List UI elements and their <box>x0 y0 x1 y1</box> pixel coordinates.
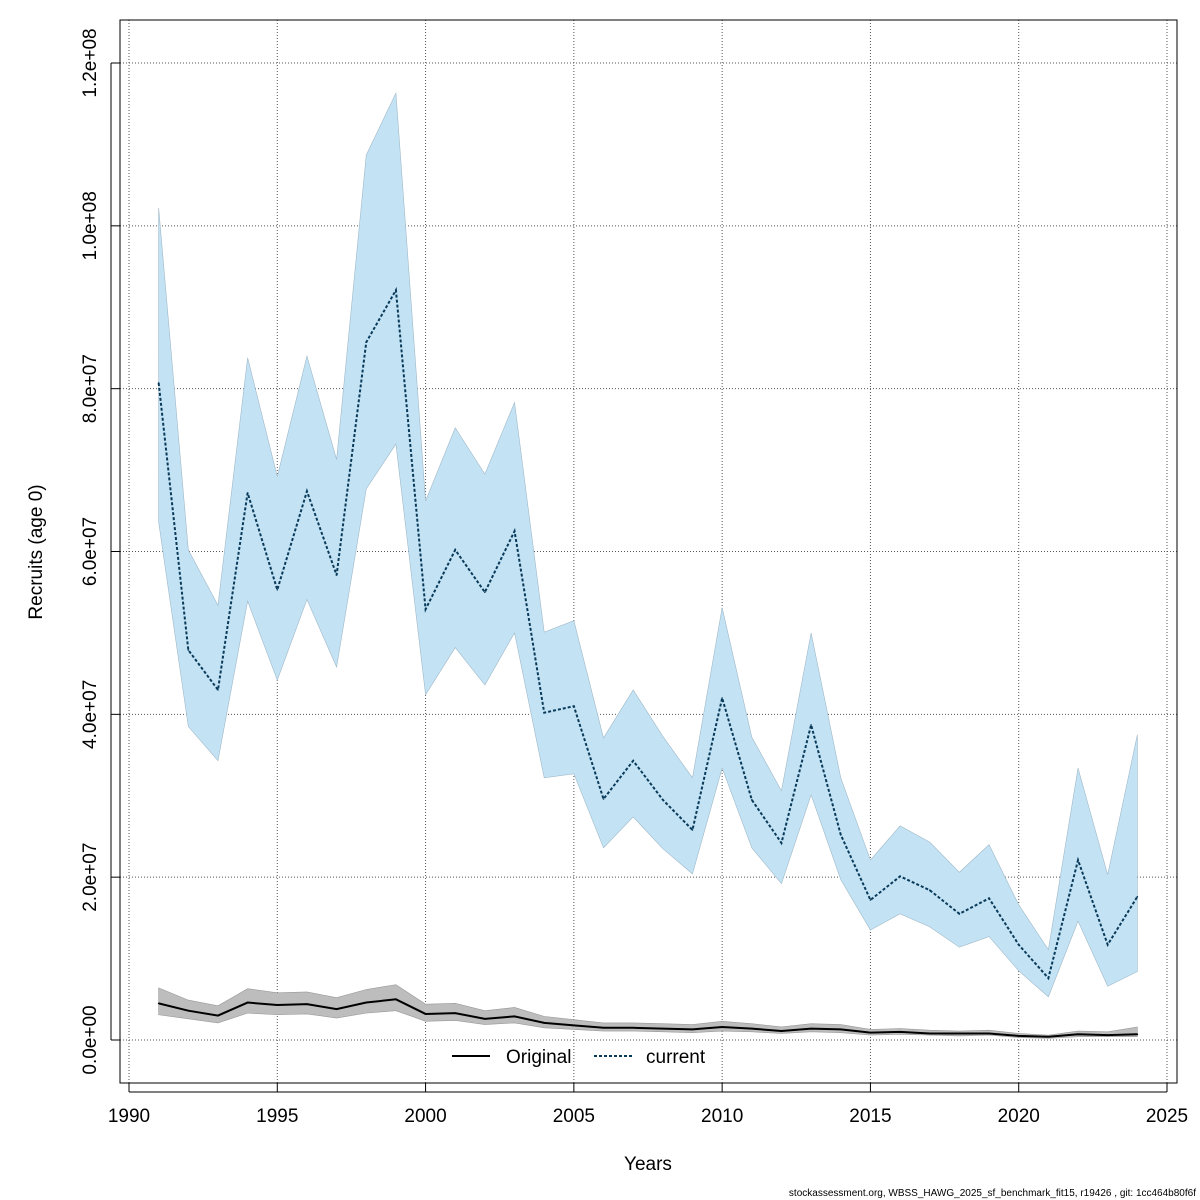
point-original <box>1077 1033 1079 1036</box>
point-original <box>276 1004 279 1006</box>
point-original <box>424 1013 427 1015</box>
y-tick-label: 1.0e+08 <box>80 191 101 260</box>
point-current <box>721 697 723 699</box>
legend: Original current <box>452 1047 706 1068</box>
point-current <box>365 341 368 344</box>
point-current <box>958 913 961 915</box>
point-original <box>958 1032 961 1035</box>
point-current <box>751 799 753 801</box>
x-tick-label: 2010 <box>701 1106 743 1127</box>
x-tick-label: 2020 <box>998 1106 1040 1127</box>
legend-original-label: Original <box>506 1047 571 1068</box>
point-original <box>780 1030 783 1032</box>
y-tick-label: 2.0e+07 <box>80 843 101 912</box>
y-axis: 0.0e+00 2.0e+07 4.0e+07 6.0e+07 8.0e+07 1.0e+… <box>80 28 120 1075</box>
point-current <box>632 759 634 762</box>
point-current <box>839 834 842 836</box>
point-original <box>1136 1033 1139 1036</box>
point-current <box>157 382 160 384</box>
series-lines <box>157 286 1139 1038</box>
point-current <box>1136 895 1139 898</box>
point-original <box>899 1031 901 1033</box>
legend-current-label: current <box>646 1047 706 1068</box>
point-current <box>1047 977 1050 979</box>
point-current <box>246 492 249 494</box>
band-current <box>158 91 1138 998</box>
point-current <box>187 649 190 651</box>
point-original <box>1047 1035 1050 1038</box>
point-original <box>810 1027 812 1030</box>
point-original <box>602 1026 605 1029</box>
point-current <box>1017 943 1020 946</box>
point-original <box>454 1012 457 1014</box>
band-original <box>158 984 1138 1039</box>
point-original <box>751 1027 753 1030</box>
point-current <box>276 588 279 591</box>
point-original <box>928 1032 931 1035</box>
point-original <box>869 1031 872 1034</box>
x-tick-label: 2000 <box>404 1106 446 1127</box>
y-tick-label: 8.0e+07 <box>80 354 101 423</box>
point-current <box>424 608 427 611</box>
point-current <box>780 842 783 844</box>
point-original <box>484 1018 486 1020</box>
point-current <box>1077 859 1079 861</box>
point-original <box>365 1001 368 1004</box>
point-original <box>246 1001 249 1004</box>
line-original <box>158 998 1138 1038</box>
point-current <box>928 889 931 891</box>
y-tick-label: 6.0e+07 <box>80 517 101 586</box>
point-current <box>810 724 812 726</box>
point-original <box>513 1015 516 1018</box>
y-tick-label: 0.0e+00 <box>80 1005 101 1074</box>
point-current <box>988 897 990 900</box>
point-current <box>395 289 397 291</box>
confidence-bands <box>158 91 1138 1039</box>
x-axis: 1990 1995 2000 2005 2010 2015 2020 2025 <box>108 1083 1188 1127</box>
point-current <box>573 705 575 707</box>
point-current <box>662 799 664 801</box>
point-current <box>691 829 694 831</box>
point-original <box>157 1002 160 1005</box>
point-current <box>513 530 516 532</box>
line-current <box>157 286 1139 981</box>
point-current <box>484 591 486 594</box>
point-original <box>1017 1035 1020 1037</box>
x-tick-label: 2025 <box>1146 1106 1188 1127</box>
point-original <box>395 998 397 1001</box>
point-original <box>662 1027 664 1030</box>
point-original <box>721 1026 723 1028</box>
point-original <box>306 1003 308 1005</box>
point-current <box>217 689 219 691</box>
point-original <box>632 1026 634 1029</box>
x-tick-label: 1995 <box>256 1106 298 1127</box>
point-original <box>691 1028 694 1031</box>
y-axis-label: Recruits (age 0) <box>26 484 47 619</box>
x-tick-label: 1990 <box>108 1106 150 1127</box>
x-tick-label: 2015 <box>849 1106 891 1127</box>
point-original <box>1106 1034 1109 1036</box>
point-original <box>543 1022 545 1024</box>
point-current <box>899 875 901 878</box>
point-current <box>869 899 872 901</box>
point-original <box>573 1024 575 1027</box>
point-current <box>306 490 308 493</box>
y-tick-label: 1.2e+08 <box>80 28 101 97</box>
x-tick-label: 2005 <box>553 1106 595 1127</box>
footer-credit: stockassessment.org, WBSS_HAWG_2025_sf_b… <box>789 1188 1196 1199</box>
point-original <box>217 1014 219 1017</box>
x-axis-label: Years <box>624 1154 672 1175</box>
point-current <box>1106 943 1109 946</box>
point-current <box>602 798 605 800</box>
point-original <box>187 1009 190 1012</box>
point-original <box>335 1008 338 1010</box>
point-current <box>335 574 338 576</box>
point-current <box>454 549 457 551</box>
point-current <box>543 711 545 714</box>
point-original <box>988 1032 990 1035</box>
y-tick-label: 4.0e+07 <box>80 680 101 749</box>
point-original <box>839 1028 842 1031</box>
